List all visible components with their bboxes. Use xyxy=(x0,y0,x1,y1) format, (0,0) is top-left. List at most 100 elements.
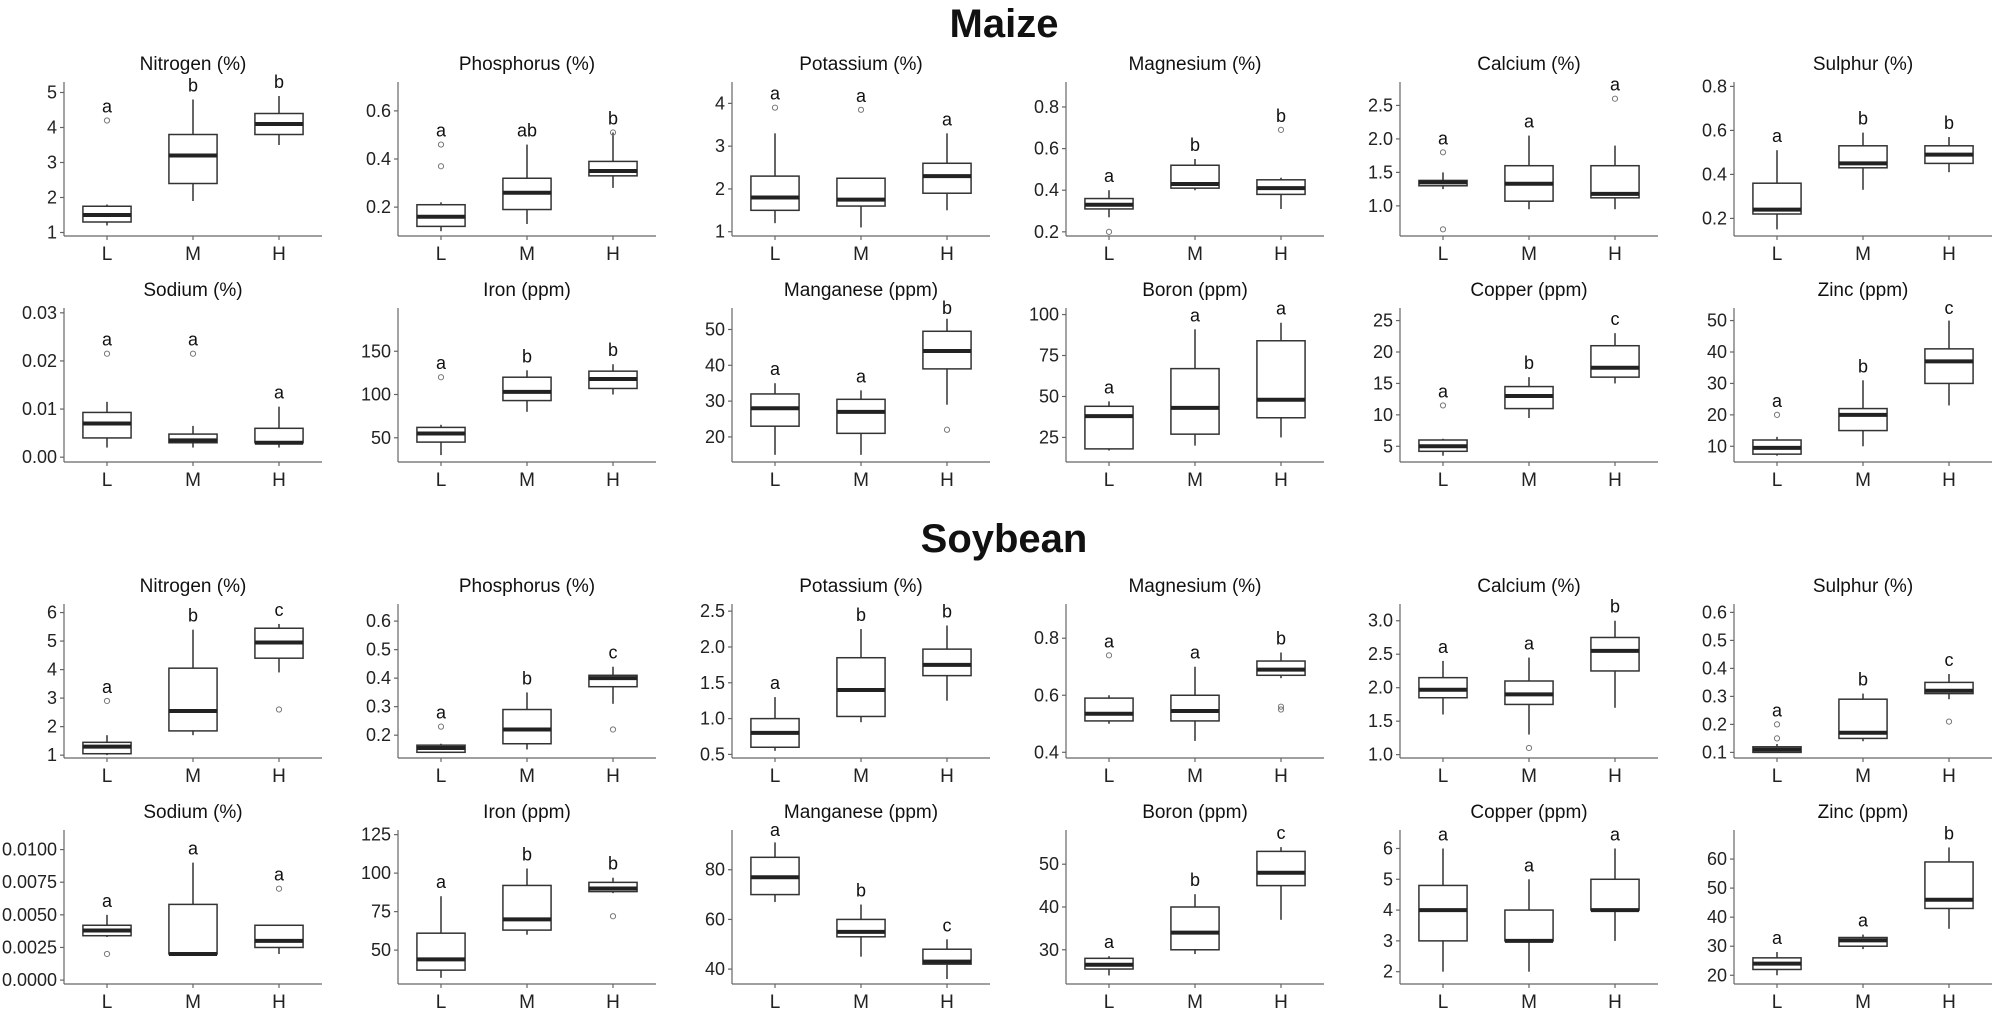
significance-letter: a xyxy=(274,865,285,885)
y-tick-label: 40 xyxy=(1707,342,1727,362)
x-tick-label: L xyxy=(1772,766,1783,787)
box-M xyxy=(168,667,218,732)
outlier-point xyxy=(771,104,779,111)
box-H xyxy=(1924,348,1974,385)
y-tick-label: 3 xyxy=(1383,931,1393,951)
significance-letter: c xyxy=(1277,823,1286,843)
x-tick-label: M xyxy=(1187,244,1203,265)
box-H xyxy=(1590,344,1640,378)
y-tick-label: 0.0075 xyxy=(2,872,57,892)
y-tick-label: 2.0 xyxy=(1368,129,1393,149)
y-tick-label: 1 xyxy=(47,745,57,765)
outlier-point xyxy=(1773,411,1781,418)
significance-letter: a xyxy=(188,839,199,859)
significance-letter: b xyxy=(856,605,866,625)
y-tick-label: 5 xyxy=(1383,869,1393,889)
y-tick-label: 4 xyxy=(47,118,57,138)
x-tick-label: H xyxy=(1608,470,1622,491)
x-tick-label: M xyxy=(853,244,869,265)
significance-letter: a xyxy=(1438,381,1449,401)
outlier-point xyxy=(1277,706,1285,713)
y-tick-label: 0.6 xyxy=(1034,139,1059,159)
x-tick-label: L xyxy=(1772,470,1783,491)
significance-letter: ab xyxy=(517,121,537,141)
y-tick-label: 0.2 xyxy=(1702,208,1727,228)
significance-letter: a xyxy=(436,353,447,373)
significance-letter: b xyxy=(522,346,532,366)
x-tick-label: M xyxy=(1855,244,1871,265)
y-tick-label: 0.4 xyxy=(1034,180,1059,200)
x-tick-label: M xyxy=(185,766,201,787)
significance-letter: a xyxy=(102,677,113,697)
x-tick-label: L xyxy=(102,470,113,491)
panel-title: Potassium (%) xyxy=(799,54,923,75)
significance-letter: b xyxy=(188,606,198,626)
significance-letter: b xyxy=(1524,353,1534,373)
panel-title: Zinc (ppm) xyxy=(1818,280,1909,301)
outlier-point xyxy=(1439,402,1447,409)
y-tick-label: 150 xyxy=(361,341,391,361)
significance-letter: b xyxy=(942,298,952,318)
y-tick-label: 4 xyxy=(47,660,57,680)
panel-title: Magnesium (%) xyxy=(1128,54,1261,75)
box-L xyxy=(1418,676,1468,699)
significance-letter: a xyxy=(942,109,953,129)
significance-letter: c xyxy=(1611,309,1620,329)
y-tick-label: 0.8 xyxy=(1702,76,1727,96)
x-tick-label: L xyxy=(1104,992,1115,1013)
y-tick-label: 0.0000 xyxy=(2,970,57,990)
y-tick-label: 0.03 xyxy=(22,303,57,323)
outlier-point xyxy=(1525,744,1533,752)
y-tick-label: 3 xyxy=(47,688,57,708)
outlier-point xyxy=(857,106,865,113)
y-tick-label: 0.6 xyxy=(366,611,391,631)
panel-title: Nitrogen (%) xyxy=(140,54,247,75)
y-tick-label: 100 xyxy=(361,385,391,405)
significance-letter: a xyxy=(1524,634,1535,654)
significance-letter: a xyxy=(1104,166,1115,186)
y-tick-label: 0.02 xyxy=(22,351,57,371)
outlier-point xyxy=(1277,703,1285,710)
y-tick-label: 0.1 xyxy=(1702,742,1727,762)
y-tick-label: 40 xyxy=(705,355,725,375)
box-H xyxy=(1256,340,1306,419)
significance-letter: b xyxy=(522,668,532,688)
significance-letter: a xyxy=(1104,631,1115,651)
box-H xyxy=(1256,850,1306,887)
boxplot-maize-zinc-ppm: Zinc (ppm) 10 20 30 40 50 La Mb Hc xyxy=(1707,280,1992,491)
y-tick-label: 0.6 xyxy=(366,101,391,121)
y-tick-label: 100 xyxy=(1029,305,1059,325)
significance-letter: b xyxy=(1190,870,1200,890)
y-tick-label: 2.5 xyxy=(1368,95,1393,115)
significance-letter: a xyxy=(1104,932,1115,952)
y-tick-label: 20 xyxy=(1707,405,1727,425)
box-M xyxy=(168,903,218,955)
y-tick-label: 0.2 xyxy=(366,725,391,745)
x-tick-label: L xyxy=(770,766,781,787)
outlier-point xyxy=(943,426,951,433)
y-tick-label: 60 xyxy=(1707,849,1727,869)
panel-title: Iron (ppm) xyxy=(483,280,571,301)
significance-letter: c xyxy=(275,600,284,620)
boxplot-maize-boron-ppm: Boron (ppm) 25 50 75 100 La Ma Ha xyxy=(1029,280,1324,491)
outlier-point xyxy=(103,950,111,958)
significance-letter: a xyxy=(274,383,285,403)
significance-letter: b xyxy=(1276,628,1286,648)
boxplot-maize-manganese-ppm: Manganese (ppm) 20 30 40 50 La Ma Hb xyxy=(705,280,990,491)
outlier-point xyxy=(1945,718,1953,725)
boxplot-soybean-sulphur: Sulphur (%) 0.1 0.2 0.3 0.4 0.5 0.6 La Mb Hc xyxy=(1702,576,1992,787)
y-tick-label: 0.6 xyxy=(1034,685,1059,705)
box-M xyxy=(502,376,552,402)
significance-letter: b xyxy=(1944,113,1954,133)
y-tick-label: 2.5 xyxy=(700,601,725,621)
y-tick-label: 10 xyxy=(1707,436,1727,456)
x-tick-label: H xyxy=(1942,766,1956,787)
x-tick-label: M xyxy=(519,992,535,1013)
y-tick-label: 1.0 xyxy=(1368,196,1393,216)
boxplot-soybean-magnesium: Magnesium (%) 0.4 0.6 0.8 La Ma Hb xyxy=(1034,576,1324,787)
panel-title: Iron (ppm) xyxy=(483,802,571,823)
outlier-point xyxy=(103,697,111,705)
significance-letter: a xyxy=(1772,700,1783,720)
outlier-point xyxy=(609,726,617,733)
box-M xyxy=(1170,694,1220,722)
